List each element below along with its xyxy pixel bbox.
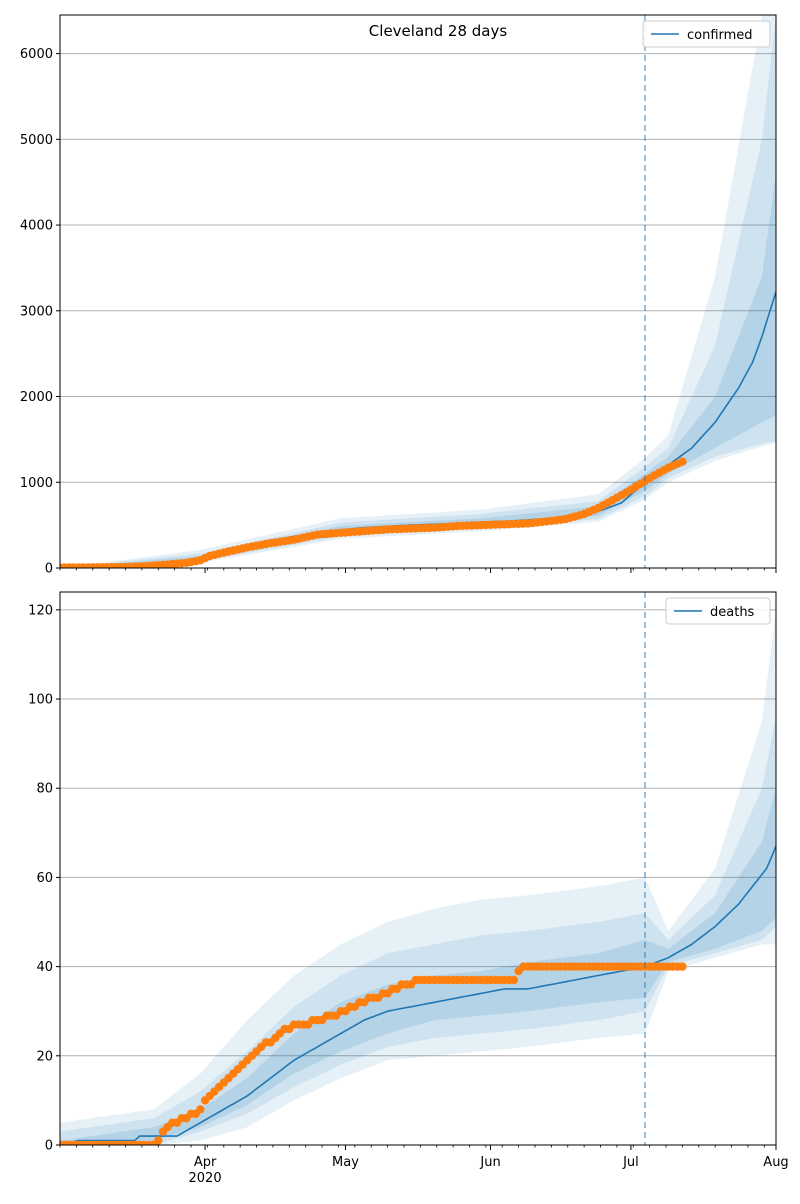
y-tick-label: 60 (36, 871, 53, 886)
deaths-panel: 0 20 40 60 80 100 120 Apr May Jun Jul Aug 2020 deaths (28, 591, 789, 1186)
axes-frame (59, 14, 777, 569)
confirmed-panel: 0 1000 2000 3000 4000 5000 6000 Cleveland 28 da… (20, 14, 777, 577)
chart-title: Cleveland 28 days (369, 22, 508, 40)
y-tick-label: 5000 (20, 133, 53, 148)
y-tick-label: 1000 (20, 476, 53, 491)
uncertainty-band-inner (60, 173, 776, 568)
y-tick-label: 20 (36, 1049, 53, 1064)
deaths-forecast-line (60, 845, 776, 1145)
y-tick-label: 6000 (20, 47, 53, 62)
x-tick-label: Apr (194, 1155, 217, 1170)
observed-point (509, 975, 519, 985)
y-tick-label: 2000 (20, 390, 53, 405)
axes-frame (59, 591, 777, 1146)
y-tick-label: 0 (45, 562, 53, 577)
legend-box (642, 20, 771, 48)
legend-box (665, 597, 771, 625)
y-tick-label: 0 (45, 1139, 53, 1154)
y-tick-label: 120 (28, 603, 53, 618)
observed-point (196, 1105, 205, 1114)
legend-label: confirmed (687, 28, 753, 43)
observed-point (678, 962, 687, 971)
x-year-label: 2020 (189, 1171, 222, 1186)
y-tick-label: 4000 (20, 219, 53, 234)
uncertainty-band-middle (60, 15, 776, 568)
uncertainty-band-outer (60, 609, 776, 1145)
x-tick-label: Jun (479, 1155, 500, 1170)
y-tick-label: 100 (28, 693, 53, 708)
plot-area (60, 15, 776, 568)
observed-point (154, 1136, 163, 1145)
x-tick-label: Jul (622, 1155, 639, 1170)
legend: confirmed (642, 20, 771, 48)
legend-label: deaths (710, 605, 755, 620)
uncertainty-band-middle (60, 716, 776, 1145)
x-tick-label: May (332, 1155, 359, 1170)
plot-area (60, 609, 776, 1145)
x-tick-label: Aug (763, 1155, 788, 1170)
observed-point (678, 457, 687, 466)
y-tick-label: 40 (36, 960, 53, 975)
uncertainty-band-outer (60, 15, 776, 568)
y-tick-label: 80 (36, 782, 53, 797)
y-tick-label: 3000 (20, 304, 53, 319)
legend: deaths (665, 597, 771, 625)
